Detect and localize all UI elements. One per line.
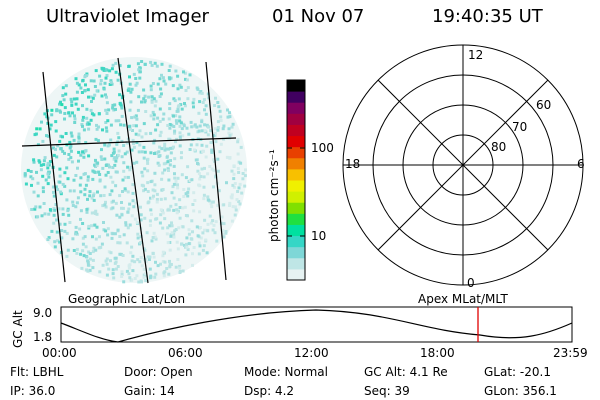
gc-alt-status: GC Alt: 4.1 Re [364, 365, 448, 379]
gain-status: Gain: 14 [124, 384, 175, 398]
mlt-label-6: 6 [577, 157, 585, 171]
colorbar-band [287, 268, 305, 281]
colorbar-band [287, 146, 305, 159]
filter-status: Flt: LBHL [10, 365, 64, 379]
glon-status: GLon: 356.1 [484, 384, 557, 398]
ip-status: IP: 36.0 [10, 384, 55, 398]
polar-plot [342, 44, 584, 286]
colorbar-tick-100: 100 [311, 141, 334, 155]
observation-time: 19:40:35 UT [432, 6, 543, 27]
colorbar-band [287, 180, 305, 192]
colorbar-band [287, 157, 305, 170]
colorbar: 100 10 photon cm⁻²s⁻¹ [267, 79, 334, 281]
time-tick-0000: 00:00 [42, 346, 77, 360]
colorbar-band [287, 213, 305, 225]
time-tick-2359: 23:59 [553, 346, 588, 360]
geographic-latlon-label: Geographic Lat/Lon [68, 292, 185, 306]
mode-status: Mode: Normal [244, 365, 328, 379]
imager-title: Ultraviolet Imager [46, 6, 209, 27]
mlt-label-12: 12 [468, 48, 483, 62]
mlat-label-80: 80 [491, 140, 506, 154]
mlt-label-18: 18 [345, 157, 360, 171]
door-status: Door: Open [124, 365, 193, 379]
colorbar-band [287, 235, 305, 248]
colorbar-band [287, 124, 305, 137]
alt-tick-9: 9.0 [33, 306, 52, 320]
colorbar-band [287, 113, 305, 125]
apex-mlat-mlt-label: Apex MLat/MLT [418, 292, 508, 306]
gc-alt-axis-title: GC Alt [11, 310, 25, 348]
colorbar-band [287, 91, 305, 103]
observation-date: 01 Nov 07 [272, 6, 365, 27]
colorbar-band [287, 224, 305, 237]
auroral-emission-pixels [23, 60, 247, 284]
colorbar-band [287, 191, 305, 203]
mlt-label-0: 0 [467, 276, 475, 290]
colorbar-band [287, 102, 305, 114]
colorbar-band [287, 168, 305, 181]
dsp-status: Dsp: 4.2 [244, 384, 294, 398]
alt-tick-1-8: 1.8 [33, 330, 52, 344]
time-tick-0600: 06:00 [168, 346, 203, 360]
mlat-label-70: 70 [512, 120, 527, 134]
time-tick-1200: 12:00 [294, 346, 329, 360]
geographic-grid-lines [21, 57, 237, 284]
colorbar-tick-10: 10 [311, 229, 326, 243]
colorbar-band [287, 135, 305, 148]
colorbar-band [287, 257, 305, 270]
colorbar-band [287, 246, 305, 259]
auroral-image-disc [21, 57, 247, 284]
colorbar-band [287, 80, 305, 92]
mlat-label-60: 60 [536, 98, 551, 112]
altitude-timeline-plot [60, 306, 573, 343]
seq-status: Seq: 39 [364, 384, 410, 398]
glat-status: GLat: -20.1 [484, 365, 551, 379]
colorbar-band [287, 202, 305, 214]
time-tick-1800: 18:00 [420, 346, 455, 360]
colorbar-units-label: photon cm⁻²s⁻¹ [267, 149, 281, 242]
